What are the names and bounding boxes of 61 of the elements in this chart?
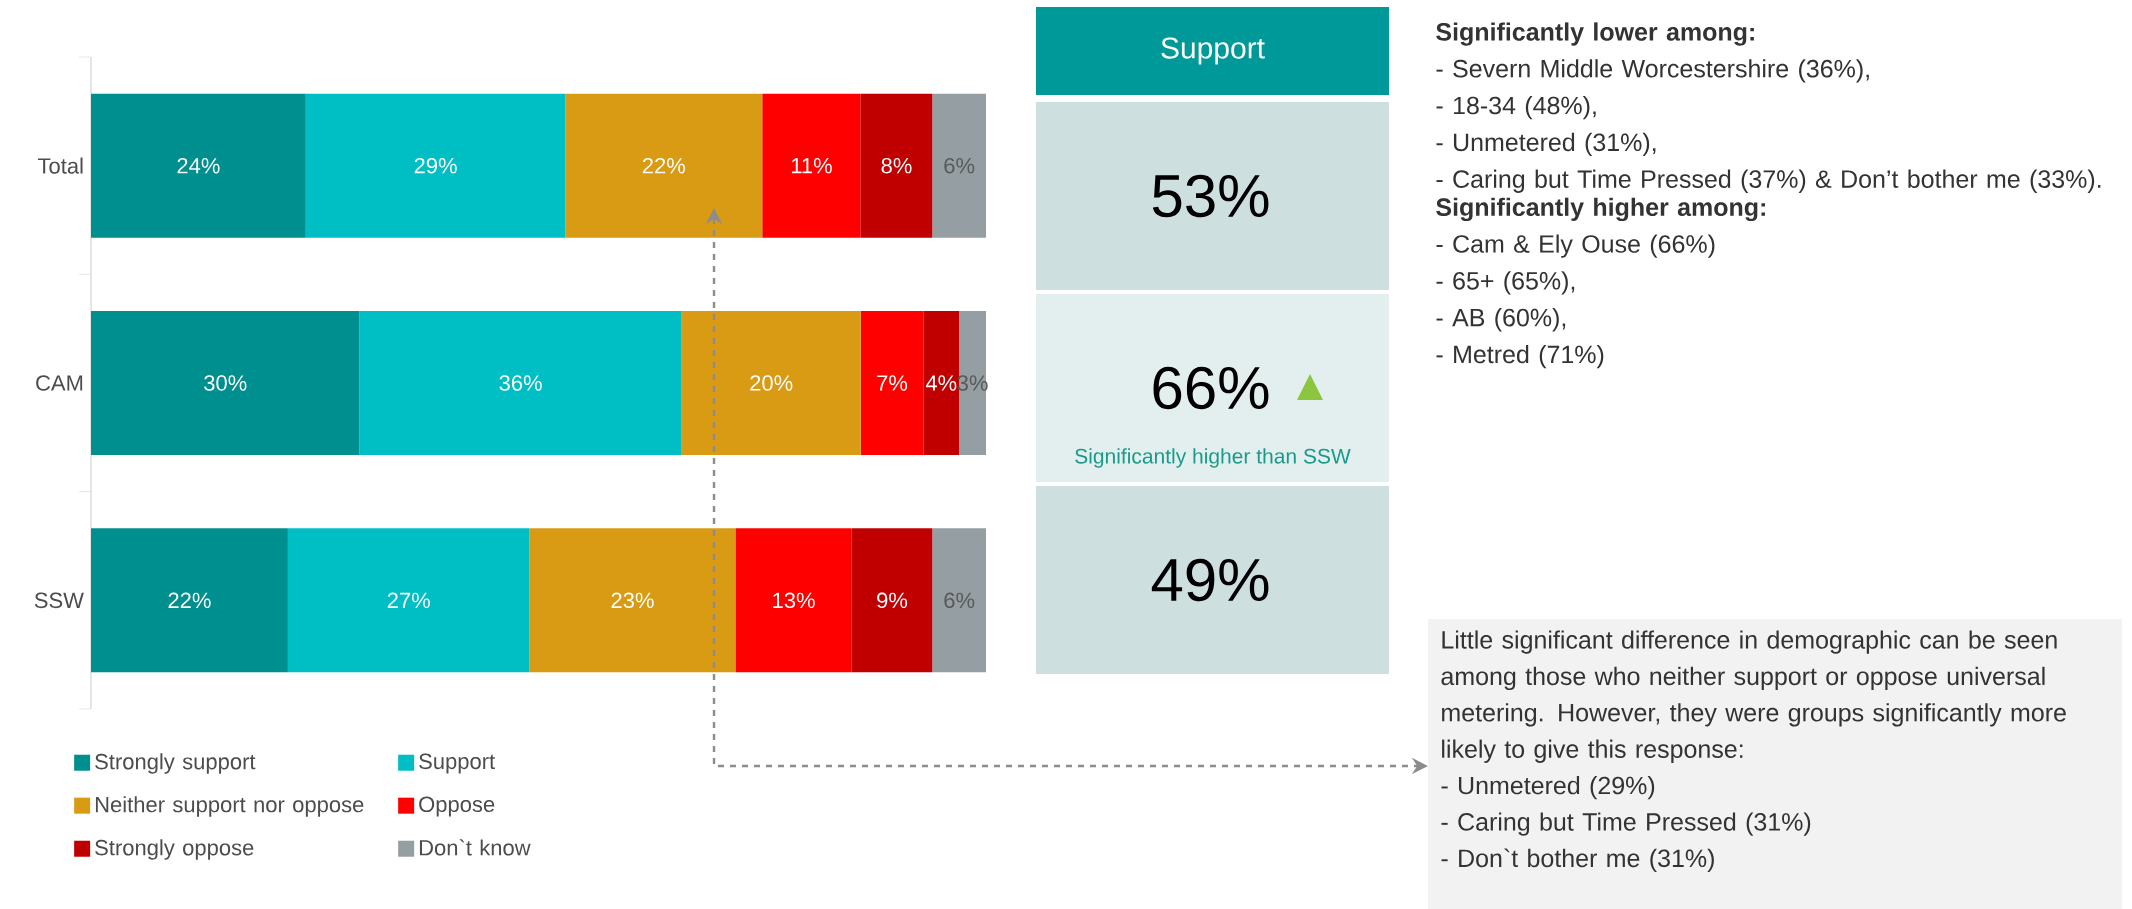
bar bbox=[735, 528, 852, 673]
text: - Cam & Ely Ouse (66%) bbox=[1436, 234, 1715, 258]
text: Significantly higher than SSW bbox=[1075, 448, 1351, 468]
data-label: 22% bbox=[642, 157, 686, 174]
legend-label: Strongly oppose bbox=[95, 839, 254, 860]
text: - Metred (71%) bbox=[1436, 344, 1604, 369]
text: 49% bbox=[1151, 558, 1269, 602]
data-label: 11% bbox=[791, 157, 832, 174]
text: 53% bbox=[1152, 174, 1269, 218]
bar bbox=[681, 311, 861, 456]
legend-label: Strongly support bbox=[95, 753, 256, 774]
bar bbox=[91, 93, 306, 238]
text: - Caring but Time Pressed (31%) bbox=[1441, 812, 1811, 836]
data-label: 7% bbox=[877, 375, 908, 391]
text: - 65+ (65%), bbox=[1436, 271, 1575, 295]
bar bbox=[860, 311, 924, 456]
data-label: 22% bbox=[168, 592, 211, 609]
bar bbox=[932, 93, 987, 238]
bar bbox=[932, 528, 987, 673]
text: Significantly higher among: bbox=[1436, 197, 1765, 222]
bar bbox=[91, 311, 360, 456]
text: 66% bbox=[1153, 366, 1269, 410]
legend-label: Support bbox=[419, 753, 496, 774]
legend-label: Neither support nor oppose bbox=[95, 796, 364, 817]
data-label: 6% bbox=[944, 157, 975, 174]
text: - Unmetered (31%), bbox=[1436, 132, 1656, 157]
data-label: 23% bbox=[611, 592, 654, 609]
text: Little significant difference in demographic can be seen among those who neither support or oppose universal metering. However, they were groups significantly more likely to give this response: bbox=[1441, 630, 2066, 763]
text: - Severn Middle Worcestershire (36%), bbox=[1436, 59, 1869, 83]
data-label: 30% bbox=[204, 375, 247, 391]
bar bbox=[305, 93, 566, 238]
text: Support bbox=[1161, 37, 1265, 65]
text: - AB (60%), bbox=[1436, 308, 1566, 332]
bar bbox=[529, 528, 736, 673]
data-label: 8% bbox=[881, 157, 912, 174]
text: - Don`t bother me (31%) bbox=[1441, 848, 1714, 873]
legend-label: Oppose bbox=[419, 796, 495, 817]
data-label: 20% bbox=[750, 375, 793, 391]
data-label: 9% bbox=[877, 592, 908, 609]
data-label: 27% bbox=[387, 592, 430, 609]
bar bbox=[860, 93, 933, 238]
text: - Caring but Time Pressed (37%) & Don’t bother me (33%). bbox=[1436, 169, 2101, 193]
bar bbox=[359, 311, 682, 456]
data-label: 13% bbox=[773, 592, 815, 609]
legend-label: Don`t know bbox=[419, 839, 531, 856]
y-tick-label: Total bbox=[37, 157, 83, 174]
y-tick-label: SSW bbox=[34, 592, 84, 609]
data-label: 29% bbox=[414, 157, 457, 174]
data-label: 6% bbox=[944, 592, 975, 609]
bar bbox=[851, 528, 933, 673]
bar bbox=[91, 528, 288, 673]
bar bbox=[565, 93, 763, 238]
data-label: 4% bbox=[925, 375, 957, 391]
bar bbox=[762, 93, 861, 238]
y-tick-label: CAM bbox=[36, 375, 83, 391]
bar bbox=[287, 528, 530, 673]
data-label: 24% bbox=[177, 157, 220, 174]
data-label: 36% bbox=[499, 375, 542, 391]
text: - Unmetered (29%) bbox=[1441, 775, 1655, 800]
text: - 18-34 (48%), bbox=[1436, 95, 1596, 120]
text: Significantly lower among: bbox=[1436, 22, 1754, 46]
